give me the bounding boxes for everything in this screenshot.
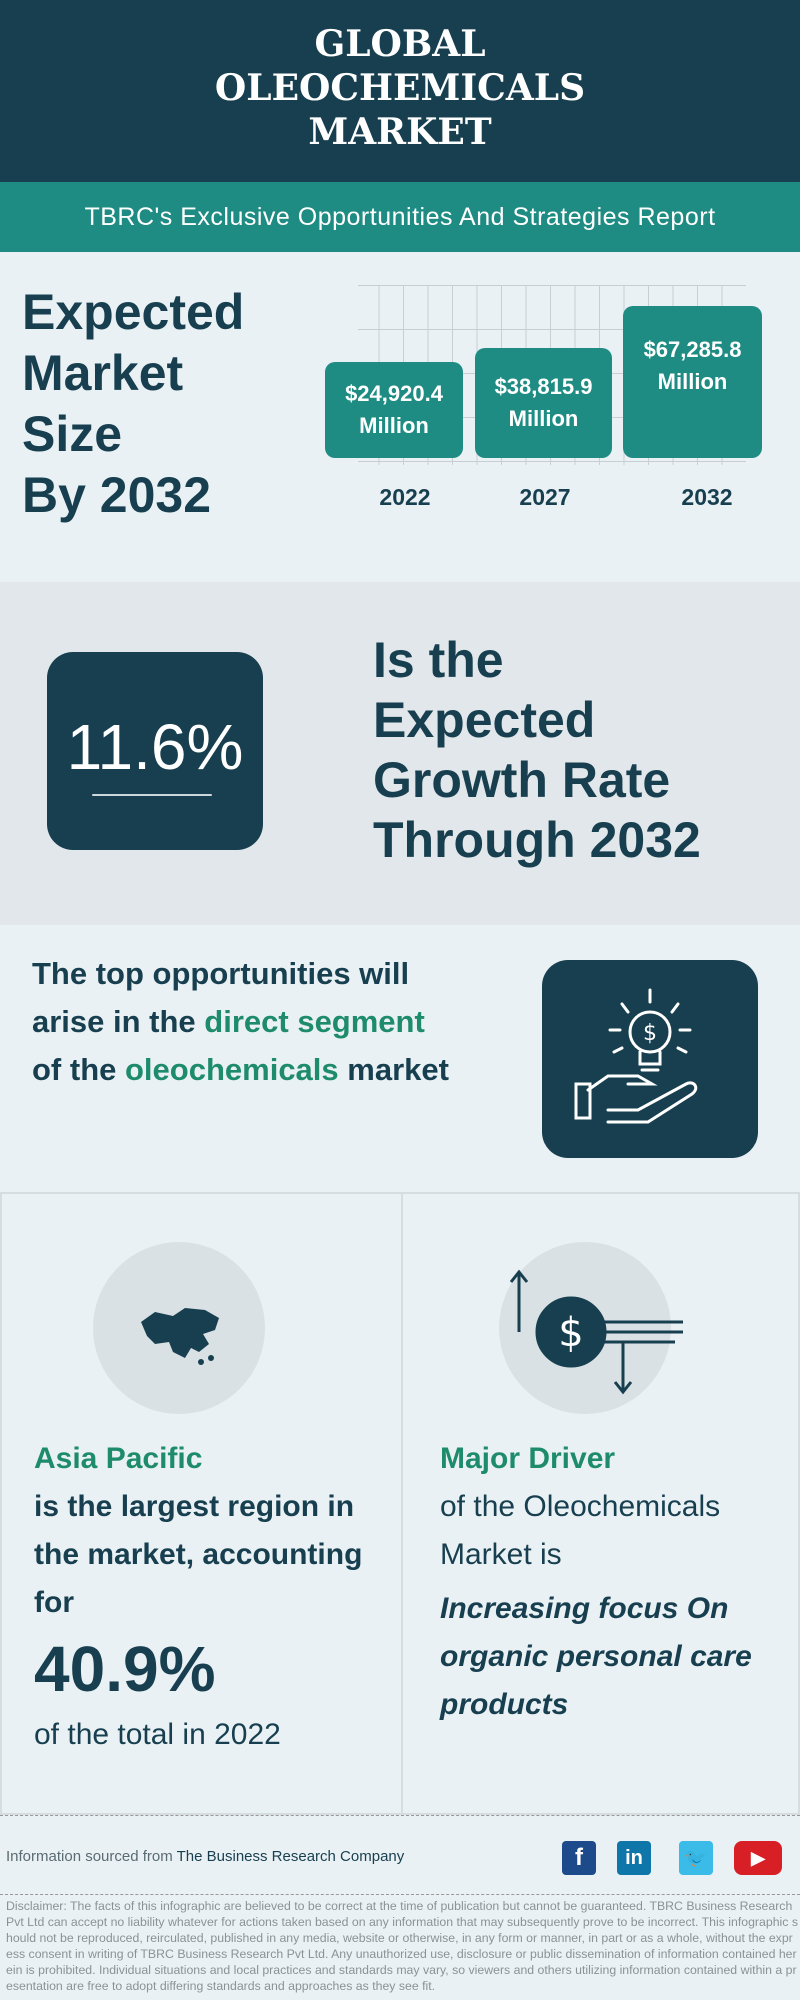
dollar-arrows-icon: $ (499, 1242, 683, 1414)
growth-line: Through 2032 (373, 812, 701, 868)
region-line: is the largest region in the market, acc… (34, 1490, 363, 1619)
subtitle-band: TBRC's Exclusive Opportunities And Strat… (0, 182, 800, 252)
region-text: Asia Pacific is the largest region in th… (34, 1435, 394, 1759)
highlight-segment: direct segment (204, 1004, 425, 1039)
heading-line: Market (22, 345, 184, 401)
driver-title: Major Driver (440, 1442, 616, 1475)
title-line: GLOBAL (314, 23, 486, 65)
driver-value: Increasing focus On organic personal car… (440, 1592, 752, 1721)
disclaimer: Disclaimer: The facts of this infographi… (6, 1899, 798, 1993)
year-label: 2032 (681, 484, 733, 510)
asia-map-icon (93, 1242, 265, 1414)
heading-line: Size (22, 406, 123, 462)
lightbulb-dollar-hand-icon: $ (542, 960, 758, 1158)
bar-unit: Million (508, 406, 579, 431)
text: The top opportunities will arise in the (32, 956, 410, 1039)
source-text: Information sourced from The Business Re… (6, 1848, 404, 1865)
growth-rate: 11.6% (66, 711, 244, 783)
bar-unit: Million (657, 369, 728, 394)
bar-2022: $24,920.4 Million (325, 362, 463, 458)
text: market (338, 1052, 449, 1087)
driver-text: Major Driver of the Oleochemicals Market… (440, 1435, 770, 1729)
facebook-icon[interactable]: f (562, 1841, 596, 1875)
svg-text:$: $ (558, 1310, 583, 1356)
header-title: GLOBAL OLEOCHEMICALS MARKET (0, 0, 800, 182)
opportunity-text: The top opportunities will arise in the … (32, 950, 452, 1094)
heading-line: Expected (22, 284, 245, 340)
bar-unit: Million (359, 413, 429, 438)
text: of the (32, 1052, 125, 1087)
driver-line: of the Oleochemicals Market is (440, 1490, 721, 1571)
twitter-icon[interactable]: 🐦 (679, 1841, 713, 1875)
heading-line: By 2032 (22, 467, 212, 523)
svg-text:$: $ (643, 1021, 657, 1046)
market-size-heading: Expected Market Size By 2032 (22, 282, 282, 526)
region-share: 40.9% (34, 1633, 216, 1705)
linkedin-icon[interactable]: in (617, 1841, 651, 1875)
year-label: 2022 (379, 484, 431, 510)
highlight-market: oleochemicals (125, 1052, 339, 1087)
source-link[interactable]: The Business Research Company (176, 1848, 405, 1865)
underline (92, 794, 212, 796)
bar-value: $67,285.8 (643, 337, 742, 362)
growth-rate-box: 11.6% (47, 652, 263, 850)
youtube-icon[interactable]: ▶ (734, 1841, 782, 1875)
title-line: MARKET (308, 111, 492, 153)
driver-card (401, 1192, 800, 1815)
growth-line: Growth Rate (373, 752, 671, 808)
bar-value: $38,815.9 (494, 374, 593, 399)
bar-value: $24,920.4 (345, 381, 443, 406)
growth-text: Is the Expected Growth Rate Through 2032 (373, 630, 701, 870)
region-tail: of the total in 2022 (34, 1718, 281, 1751)
region-name: Asia Pacific (34, 1442, 203, 1475)
footer (0, 1815, 800, 1895)
bar-2027: $38,815.9 Million (475, 348, 612, 458)
bar-2032: $67,285.8 Million (623, 306, 762, 458)
title-line: OLEOCHEMICALS (214, 67, 586, 109)
source-prefix: Information sourced from (6, 1848, 177, 1865)
growth-line: Is the (373, 632, 504, 688)
growth-line: Expected (373, 692, 596, 748)
year-label: 2027 (519, 484, 571, 510)
